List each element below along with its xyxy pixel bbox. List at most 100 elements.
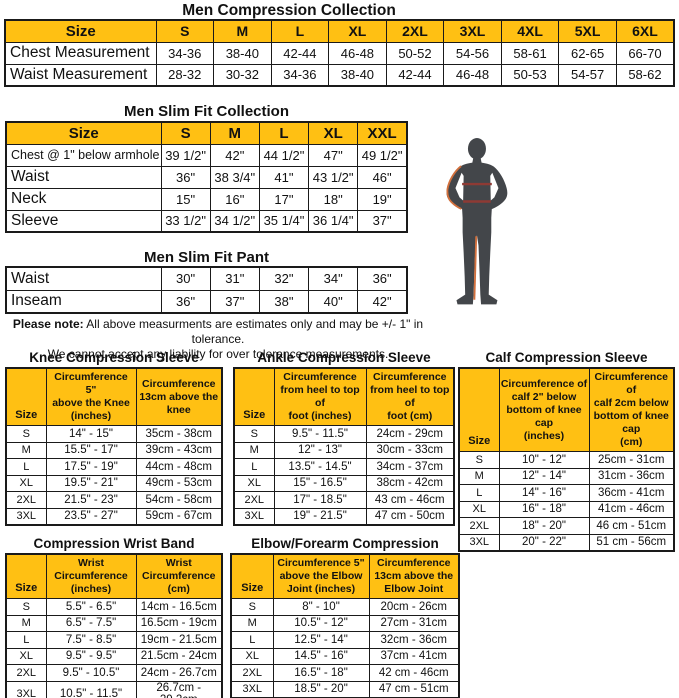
row-label: 3XL [233, 507, 275, 525]
cell-value: 36 1/4" [308, 209, 359, 233]
cell-value: 15" - 16.5" [273, 474, 367, 492]
column-header: 3XL [443, 19, 502, 43]
cell-value: 14cm - 16.5cm [135, 598, 223, 616]
row-label: 2XL [5, 491, 47, 509]
table-row: L 17.5" - 19" 44cm - 48cm [5, 458, 223, 476]
man-silhouette-figure [446, 138, 508, 305]
row-label: Chest Measurement [4, 41, 157, 65]
row-label: Inseam [5, 289, 162, 314]
size-column-header: Size [458, 367, 500, 452]
cell-value: 58-61 [500, 41, 560, 65]
size-column-header: Size [5, 121, 162, 145]
section-title-slim-fit: Men Slim Fit Collection [123, 103, 289, 120]
cell-value: 49cm - 53cm [135, 474, 223, 492]
row-label: 2XL [458, 517, 500, 535]
row-label: XL [230, 647, 274, 665]
row-label: M [5, 614, 47, 632]
column-header: S [155, 19, 215, 43]
cell-value: 9.5" - 10.5" [45, 664, 137, 682]
cell-value: 46-48 [443, 63, 502, 87]
cell-value: 16" [209, 187, 260, 211]
cell-value: 42" [209, 143, 260, 167]
cell-value: 46 cm - 51cm [588, 517, 675, 535]
table-row: M 10.5" - 12" 27cm - 31cm [230, 614, 460, 632]
cell-value: 21.5cm - 24cm [135, 647, 223, 665]
cell-value: 9.5" - 9.5" [45, 647, 137, 665]
row-label: XL [5, 474, 47, 492]
note-label: Please note: [12, 317, 84, 331]
cell-value: 58-62 [615, 63, 675, 87]
cell-value: 36" [357, 266, 408, 291]
cell-value: 14.5" - 16" [272, 647, 370, 665]
cell-value: 62-65 [558, 41, 617, 65]
cell-value: 38" [258, 289, 310, 314]
table-row: L 13.5" - 14.5" 34cm - 37cm [233, 458, 455, 476]
cell-value: 38 3/4" [209, 165, 260, 189]
row-label: 3XL [5, 680, 47, 698]
cell-value: 41" [258, 165, 310, 189]
cell-value: 34 1/2" [209, 209, 260, 233]
row-label: Waist [5, 165, 162, 189]
cell-value: 18" [308, 187, 359, 211]
cell-value: 59cm - 67cm [135, 507, 223, 525]
column-header: Wrist Circumference (cm) [135, 553, 223, 599]
silhouette-head [467, 138, 486, 160]
table-body: Size Circumference from heel to top of fo… [233, 367, 455, 525]
cell-value: 19.5" - 21" [45, 474, 137, 492]
table-row: M 15.5" - 17" 39cm - 43cm [5, 441, 223, 459]
table-row: Waist Measurement 28-32 30-32 34-36 38-40 42-… [4, 63, 675, 87]
cell-value: 7.5" - 8.5" [45, 631, 137, 649]
table-row: Inseam 36" 37" 38" 40" 42" [5, 289, 408, 314]
cell-value: 37cm - 41cm [368, 647, 460, 665]
column-header: Circumference from heel to top of foot (… [273, 367, 367, 426]
cell-value: 10.5" - 12" [272, 614, 370, 632]
knee-compression-table: Size Circumference 5" above the Knee (inc… [5, 367, 223, 526]
cell-value: 5.5" - 6.5" [45, 598, 137, 616]
cell-value: 35 1/4" [258, 209, 310, 233]
section-title-knee: Knee Compression Sleeve [29, 350, 199, 365]
cell-value: 20" - 22" [498, 533, 590, 551]
men-compression-table: Size S M L XL 2XL 3XL 4XL 5XL 6XL Chest Measuremen… [4, 19, 675, 87]
table-row: M 12" - 13" 30cm - 33cm [233, 441, 455, 459]
row-label: 2XL [230, 664, 274, 682]
cell-value: 50-52 [385, 41, 445, 65]
row-label: XL [5, 647, 47, 665]
column-header: M [209, 121, 260, 145]
row-label: 3XL [458, 533, 500, 551]
column-header: 5XL [558, 19, 617, 43]
cell-value: 34cm - 37cm [365, 458, 455, 476]
column-header: M [213, 19, 272, 43]
row-label: M [5, 441, 47, 459]
column-header: Circumference 5" above the Elbow Joint (… [272, 553, 370, 599]
cell-value: 30cm - 33cm [365, 441, 455, 459]
table-row: XL 9.5" - 9.5" 21.5cm - 24cm [5, 647, 223, 665]
size-column-header: Size [5, 553, 47, 599]
cell-value: 9.5" - 11.5" [273, 425, 367, 443]
cell-value: 66-70 [615, 41, 675, 65]
table-body: Size Circumference 5" above the Elbow Joi… [230, 553, 460, 698]
column-header: 4XL [500, 19, 560, 43]
row-label: L [5, 458, 47, 476]
column-header: L [258, 121, 310, 145]
cell-value: 19cm - 21.5cm [135, 631, 223, 649]
table-row: L 7.5" - 8.5" 19cm - 21.5cm [5, 631, 223, 649]
row-label: M [230, 614, 274, 632]
cell-value: 14" - 16" [498, 484, 590, 502]
table-body: Size Wrist Circumference (inches) Wrist Ci… [5, 553, 223, 698]
row-label: L [230, 631, 274, 649]
cell-value: 17.5" - 19" [45, 458, 137, 476]
column-header: XL [328, 19, 387, 43]
cell-value: 47 cm - 51cm [368, 680, 460, 698]
cell-value: 23.5" - 27" [45, 507, 137, 525]
inseam-measure-line [473, 236, 478, 300]
column-header: Circumference of calf 2cm below bottom o… [588, 367, 675, 452]
section-title-slim-fit-pant: Men Slim Fit Pant [143, 249, 269, 266]
silhouette-body [446, 157, 508, 305]
table-row: XL 15" - 16.5" 38cm - 42cm [233, 474, 455, 492]
table-row: L 12.5" - 14" 32cm - 36cm [230, 631, 460, 649]
cell-value: 24cm - 26.7cm [135, 664, 223, 682]
cell-value: 12" - 14" [498, 467, 590, 485]
cell-value: 38cm - 42cm [365, 474, 455, 492]
table-row: M 6.5" - 7.5" 16.5cm - 19cm [5, 614, 223, 632]
